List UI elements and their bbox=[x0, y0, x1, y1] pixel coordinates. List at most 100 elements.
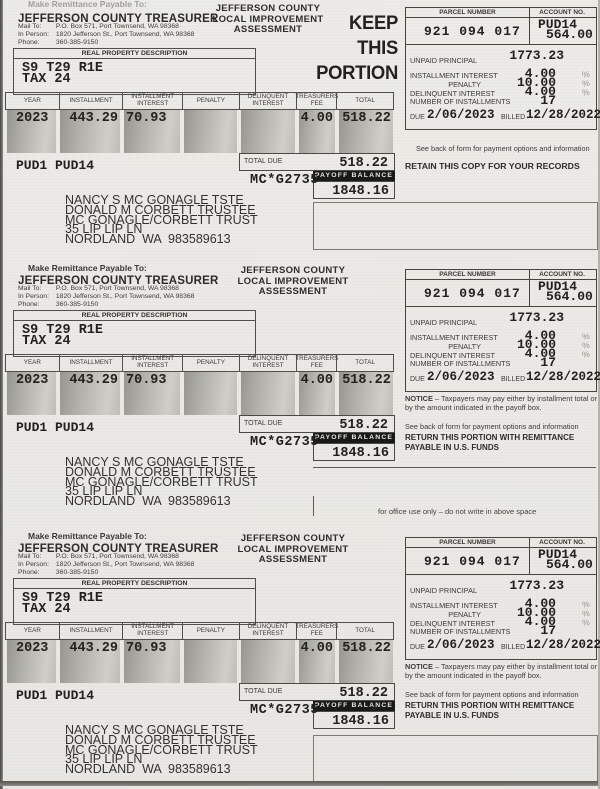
total-due-box: TOTAL DUE 518.22 bbox=[239, 415, 395, 433]
account-panel: PARCEL NUMBER ACCOUNT NO. 921 094 017 PU… bbox=[405, 269, 600, 392]
assessment-title-line3: ASSESSMENT bbox=[258, 554, 328, 565]
address-line2: DONALD M CORBETT TRUSTEE bbox=[65, 464, 256, 479]
panel-rule bbox=[406, 279, 596, 280]
account-no-line1: PUD14 bbox=[538, 279, 578, 294]
assessment-title-line1: JEFFERSON COUNTY bbox=[240, 533, 346, 544]
delinquent-interest-label: DELINQUENT INTEREST bbox=[410, 619, 496, 628]
real-property-description-box: REAL PROPERTY DESCRIPTION S9 T29 R1E TAX… bbox=[13, 48, 256, 95]
cell-shading bbox=[299, 110, 335, 153]
mc-code: MC*G2735 bbox=[250, 703, 319, 718]
remittance-label: Make Remittance Payable To: bbox=[28, 263, 147, 273]
phone-row: Phone: 360-385-9150 bbox=[18, 301, 98, 308]
assessment-title: JEFFERSON COUNTY LOCAL IMPROVEMENT ASSES… bbox=[213, 265, 373, 298]
value-installment: 443.29 bbox=[69, 641, 118, 656]
panel-divider bbox=[529, 8, 530, 44]
address-line2: DONALD M CORBETT TRUSTEE bbox=[65, 202, 256, 217]
notice-bold: NOTICE bbox=[405, 394, 433, 403]
cell-shading bbox=[7, 110, 56, 153]
parcel-number-header: PARCEL NUMBER bbox=[439, 539, 496, 546]
account-no-header: ACCOUNT NO. bbox=[539, 271, 585, 278]
account-panel: PARCEL NUMBER ACCOUNT NO. 921 094 017 PU… bbox=[405, 7, 600, 130]
cell-shading bbox=[339, 372, 393, 415]
mailing-address: NANCY S MC GONAGLE TSTE DONALD M CORBETT… bbox=[65, 723, 258, 775]
delinquent-interest-value: 4.00 bbox=[524, 614, 556, 629]
district-codes: PUD1 PUD14 bbox=[16, 158, 95, 173]
stub-divider-tick bbox=[313, 496, 314, 516]
notice-text: NOTICE – Taxpayers may pay either by ins… bbox=[405, 394, 598, 412]
address-line1: NANCY S MC GONAGLE TSTE bbox=[65, 723, 244, 737]
address-line1: NANCY S MC GONAGLE TSTE bbox=[65, 455, 244, 469]
notice-bold: NOTICE bbox=[405, 662, 433, 671]
number-of-installments-value: 17 bbox=[540, 623, 556, 638]
account-no-line2: 564.00 bbox=[546, 289, 593, 304]
total-due-label: TOTAL DUE bbox=[244, 420, 283, 427]
panel-rule bbox=[406, 306, 596, 307]
cell-shading bbox=[241, 110, 295, 153]
in-person-row: In Person: 1820 Jefferson St., Port Town… bbox=[18, 31, 194, 38]
parcel-number-header: PARCEL NUMBER bbox=[439, 271, 496, 278]
value-year: 2023 bbox=[16, 111, 49, 126]
rpd-line2: TAX 24 bbox=[22, 334, 71, 349]
phone-label: Phone: bbox=[18, 569, 40, 576]
mail-to-row: Mail To: P.O. Box 571, Port Townsend, WA… bbox=[18, 285, 179, 292]
office-use-box-top bbox=[313, 202, 598, 250]
total-due-value: 518.22 bbox=[339, 418, 388, 433]
payoff-balance-box: 1848.16 bbox=[313, 443, 395, 461]
assessment-title: JEFFERSON COUNTY LOCAL IMPROVEMENT ASSES… bbox=[213, 533, 373, 566]
phone-label: Phone: bbox=[18, 39, 40, 46]
installment-interest-label: INSTALLMENT INTEREST bbox=[410, 601, 498, 610]
see-back-note: See back of form for payment options and… bbox=[405, 422, 579, 431]
district-codes: PUD1 PUD14 bbox=[16, 688, 95, 703]
cell-shading bbox=[241, 372, 295, 415]
mail-to-row: Mail To: P.O. Box 571, Port Townsend, WA… bbox=[18, 553, 179, 560]
assessment-title-line2: LOCAL IMPROVEMENT bbox=[237, 543, 349, 555]
installment-table-header: YEAR INSTALLMENT INSTALLMENT INTEREST PE… bbox=[5, 92, 394, 110]
value-installment: 443.29 bbox=[69, 373, 118, 388]
penalty-label: PENALTY bbox=[448, 80, 481, 89]
return-portion-note: RETURN THIS PORTION WITH REMITTANCE PAYA… bbox=[405, 701, 575, 720]
cell-shading bbox=[299, 372, 335, 415]
cell-shading bbox=[241, 640, 295, 683]
account-no-line2: 564.00 bbox=[546, 27, 593, 42]
address-line5: NORDLAND WA 983589613 bbox=[65, 232, 231, 247]
payoff-balance-header: PAYOFF BALANCE bbox=[313, 433, 395, 443]
panel-rule bbox=[406, 547, 596, 548]
rpd-line2: TAX 24 bbox=[22, 602, 71, 617]
panel-divider bbox=[529, 538, 530, 574]
col-treasurers-fee: TREASURERS FEE bbox=[295, 93, 339, 109]
mc-code: MC*G2735 bbox=[250, 435, 319, 450]
phone-row: Phone: 360-385-9150 bbox=[18, 39, 98, 46]
penalty-value: 10.00 bbox=[516, 337, 556, 352]
assessment-title-line2: LOCAL IMPROVEMENT bbox=[237, 275, 349, 287]
parcel-number-value: 921 094 017 bbox=[424, 24, 521, 39]
account-no-line1: PUD14 bbox=[538, 547, 578, 562]
total-due-label: TOTAL DUE bbox=[244, 688, 283, 695]
in-person-value: 1820 Jefferson St., Port Townsend, WA 98… bbox=[55, 31, 195, 38]
payment-stub-keep: Make Remittance Payable To: JEFFERSON CO… bbox=[0, 0, 600, 255]
billed-label: BILLED bbox=[501, 376, 526, 383]
total-due-value: 518.22 bbox=[339, 686, 388, 701]
installment-interest-value: 4.00 bbox=[524, 328, 556, 343]
cell-shading bbox=[60, 372, 120, 415]
installment-table-header: YEAR INSTALLMENT INSTALLMENT INTEREST PE… bbox=[5, 354, 394, 372]
penalty-label: PENALTY bbox=[448, 610, 481, 619]
notice-rest: – Taxpayers may pay either by installmen… bbox=[405, 662, 598, 680]
number-of-installments-value: 17 bbox=[540, 93, 556, 108]
installment-interest-label: INSTALLMENT INTEREST bbox=[410, 71, 498, 80]
value-installment-interest: 70.93 bbox=[126, 373, 167, 388]
cell-shading bbox=[60, 640, 120, 683]
col-treasurers-fee: TREASURERS FEE bbox=[295, 355, 339, 371]
col-penalty: PENALTY bbox=[181, 355, 239, 371]
parcel-number-value: 921 094 017 bbox=[424, 286, 521, 301]
cell-shading bbox=[124, 110, 180, 153]
due-date: 2/06/2023 bbox=[427, 370, 495, 384]
address-line1: NANCY S MC GONAGLE TSTE bbox=[65, 193, 244, 207]
value-total: 518.22 bbox=[342, 641, 391, 656]
value-installment-interest: 70.93 bbox=[126, 111, 167, 126]
installment-interest-value: 4.00 bbox=[524, 596, 556, 611]
real-property-description-box: REAL PROPERTY DESCRIPTION S9 T29 R1E TAX… bbox=[13, 578, 256, 625]
col-total: TOTAL bbox=[336, 93, 393, 109]
phone-value: 360-385-9150 bbox=[55, 569, 99, 576]
address-line3: MC GONAGLE/CORBETT TRUST bbox=[65, 742, 258, 757]
mail-to-label: Mail To: bbox=[18, 285, 42, 292]
